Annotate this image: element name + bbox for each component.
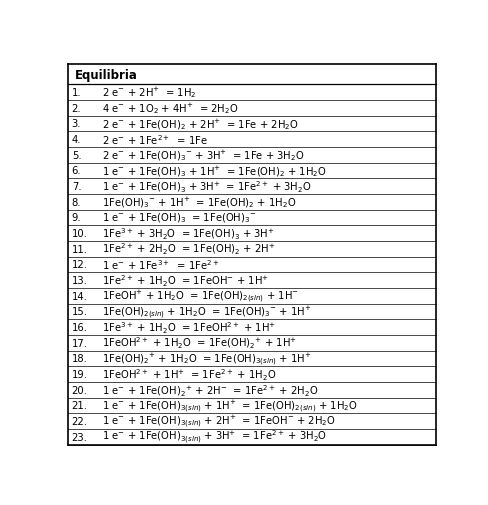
Text: 4.: 4. <box>72 135 81 145</box>
Text: 7.: 7. <box>72 182 81 192</box>
Text: 2 e$^{-}$ + 1Fe$^{2+}$  = 1Fe: 2 e$^{-}$ + 1Fe$^{2+}$ = 1Fe <box>102 133 208 146</box>
Text: 1Fe(OH)$_{2(sln)}$ + 1H$_{2}$O  = 1Fe(OH)$_{3}$$^{-}$ + 1H$^{+}$: 1Fe(OH)$_{2(sln)}$ + 1H$_{2}$O = 1Fe(OH)… <box>102 304 311 320</box>
Text: 8.: 8. <box>72 197 81 208</box>
Text: 1FeOH$^{2+}$ + 1H$_{2}$O  = 1Fe(OH)$_{2}$$^{+}$ + 1H$^{+}$: 1FeOH$^{2+}$ + 1H$_{2}$O = 1Fe(OH)$_{2}$… <box>102 335 296 351</box>
Text: 22.: 22. <box>72 416 87 426</box>
Text: 10.: 10. <box>72 229 87 238</box>
Text: 2.: 2. <box>72 104 81 114</box>
Text: 1Fe$^{2+}$ + 1H$_{2}$O  = 1FeOH$^{-}$ + 1H$^{+}$: 1Fe$^{2+}$ + 1H$_{2}$O = 1FeOH$^{-}$ + 1… <box>102 273 268 288</box>
Text: 1FeOH$^{+}$ + 1H$_{2}$O  = 1Fe(OH)$_{2(sln)}$ + 1H$^{-}$: 1FeOH$^{+}$ + 1H$_{2}$O = 1Fe(OH)$_{2(sl… <box>102 288 298 305</box>
Text: 2 e$^{-}$ + 1Fe(OH)$_{2}$ + 2H$^{+}$  = 1Fe + 2H$_{2}$O: 2 e$^{-}$ + 1Fe(OH)$_{2}$ + 2H$^{+}$ = 1… <box>102 117 298 131</box>
Text: Equilibria: Equilibria <box>75 69 137 82</box>
Text: 16.: 16. <box>72 323 87 332</box>
Text: 1 e$^{-}$ + 1Fe$^{3+}$  = 1Fe$^{2+}$: 1 e$^{-}$ + 1Fe$^{3+}$ = 1Fe$^{2+}$ <box>102 258 219 272</box>
Text: 1 e$^{-}$ + 1Fe(OH)$_{3}$ + 1H$^{+}$  = 1Fe(OH)$_{2}$ + 1H$_{2}$O: 1 e$^{-}$ + 1Fe(OH)$_{3}$ + 1H$^{+}$ = 1… <box>102 164 326 178</box>
Text: 3.: 3. <box>72 119 81 129</box>
Text: 1 e$^{-}$ + 1Fe(OH)$_{3(sln)}$ + 2H$^{+}$  = 1FeOH$^{-}$ + 2H$_{2}$O: 1 e$^{-}$ + 1Fe(OH)$_{3(sln)}$ + 2H$^{+}… <box>102 413 335 430</box>
Text: 2 e$^{-}$ + 2H$^{+}$  = 1H$_{2}$: 2 e$^{-}$ + 2H$^{+}$ = 1H$_{2}$ <box>102 85 196 100</box>
Text: 1Fe(OH)$_{2}$$^{+}$ + 1H$_{2}$O  = 1Fe(OH)$_{3(sln)}$ + 1H$^{+}$: 1Fe(OH)$_{2}$$^{+}$ + 1H$_{2}$O = 1Fe(OH… <box>102 350 311 367</box>
Text: 21.: 21. <box>72 400 87 411</box>
Text: 1Fe$^{2+}$ + 2H$_{2}$O  = 1Fe(OH)$_{2}$ + 2H$^{+}$: 1Fe$^{2+}$ + 2H$_{2}$O = 1Fe(OH)$_{2}$ +… <box>102 241 275 257</box>
Text: 1 e$^{-}$ + 1Fe(OH)$_{3}$ + 3H$^{+}$  = 1Fe$^{2+}$ + 3H$_{2}$O: 1 e$^{-}$ + 1Fe(OH)$_{3}$ + 3H$^{+}$ = 1… <box>102 179 311 194</box>
Text: 4 e$^{-}$ + 1O$_{2}$ + 4H$^{+}$  = 2H$_{2}$O: 4 e$^{-}$ + 1O$_{2}$ + 4H$^{+}$ = 2H$_{2… <box>102 101 238 116</box>
Text: 1Fe(OH)$_{3}$$^{-}$ + 1H$^{+}$  = 1Fe(OH)$_{2}$ + 1H$_{2}$O: 1Fe(OH)$_{3}$$^{-}$ + 1H$^{+}$ = 1Fe(OH)… <box>102 195 296 210</box>
Text: 15.: 15. <box>72 307 87 317</box>
Text: 20.: 20. <box>72 385 87 395</box>
Text: 17.: 17. <box>72 338 87 348</box>
Text: 18.: 18. <box>72 354 87 364</box>
Text: 1Fe$^{3+}$ + 3H$_{2}$O  = 1Fe(OH)$_{3}$ + 3H$^{+}$: 1Fe$^{3+}$ + 3H$_{2}$O = 1Fe(OH)$_{3}$ +… <box>102 226 274 241</box>
Text: 2 e$^{-}$ + 1Fe(OH)$_{3}$$^{-}$ + 3H$^{+}$  = 1Fe + 3H$_{2}$O: 2 e$^{-}$ + 1Fe(OH)$_{3}$$^{-}$ + 3H$^{+… <box>102 148 304 163</box>
Text: 14.: 14. <box>72 291 87 301</box>
Text: 1 e$^{-}$ + 1Fe(OH)$_{3}$  = 1Fe(OH)$_{3}$$^{-}$: 1 e$^{-}$ + 1Fe(OH)$_{3}$ = 1Fe(OH)$_{3}… <box>102 211 256 225</box>
Text: 19.: 19. <box>72 369 87 379</box>
Text: 12.: 12. <box>72 260 87 270</box>
Text: 6.: 6. <box>72 166 81 176</box>
Text: 13.: 13. <box>72 276 87 285</box>
Text: 1Fe$^{3+}$ + 1H$_{2}$O  = 1FeOH$^{2+}$ + 1H$^{+}$: 1Fe$^{3+}$ + 1H$_{2}$O = 1FeOH$^{2+}$ + … <box>102 320 275 335</box>
Text: 1 e$^{-}$ + 1Fe(OH)$_{3(sln)}$ + 3H$^{+}$  = 1Fe$^{2+}$ + 3H$_{2}$O: 1 e$^{-}$ + 1Fe(OH)$_{3(sln)}$ + 3H$^{+}… <box>102 428 326 445</box>
Text: 11.: 11. <box>72 244 87 254</box>
Text: 1.: 1. <box>72 88 81 98</box>
Text: 1 e$^{-}$ + 1Fe(OH)$_{2}$$^{+}$ + 2H$^{-}$  = 1Fe$^{2+}$ + 2H$_{2}$O: 1 e$^{-}$ + 1Fe(OH)$_{2}$$^{+}$ + 2H$^{-… <box>102 382 318 398</box>
Text: 9.: 9. <box>72 213 81 223</box>
Text: 1FeOH$^{2+}$ + 1H$^{+}$  = 1Fe$^{2+}$ + 1H$_{2}$O: 1FeOH$^{2+}$ + 1H$^{+}$ = 1Fe$^{2+}$ + 1… <box>102 367 276 382</box>
Text: 5.: 5. <box>72 150 81 161</box>
Text: 23.: 23. <box>72 432 87 442</box>
Text: 1 e$^{-}$ + 1Fe(OH)$_{3(sln)}$ + 1H$^{+}$  = 1Fe(OH)$_{2(sln)}$ + 1H$_{2}$O: 1 e$^{-}$ + 1Fe(OH)$_{3(sln)}$ + 1H$^{+}… <box>102 397 357 414</box>
